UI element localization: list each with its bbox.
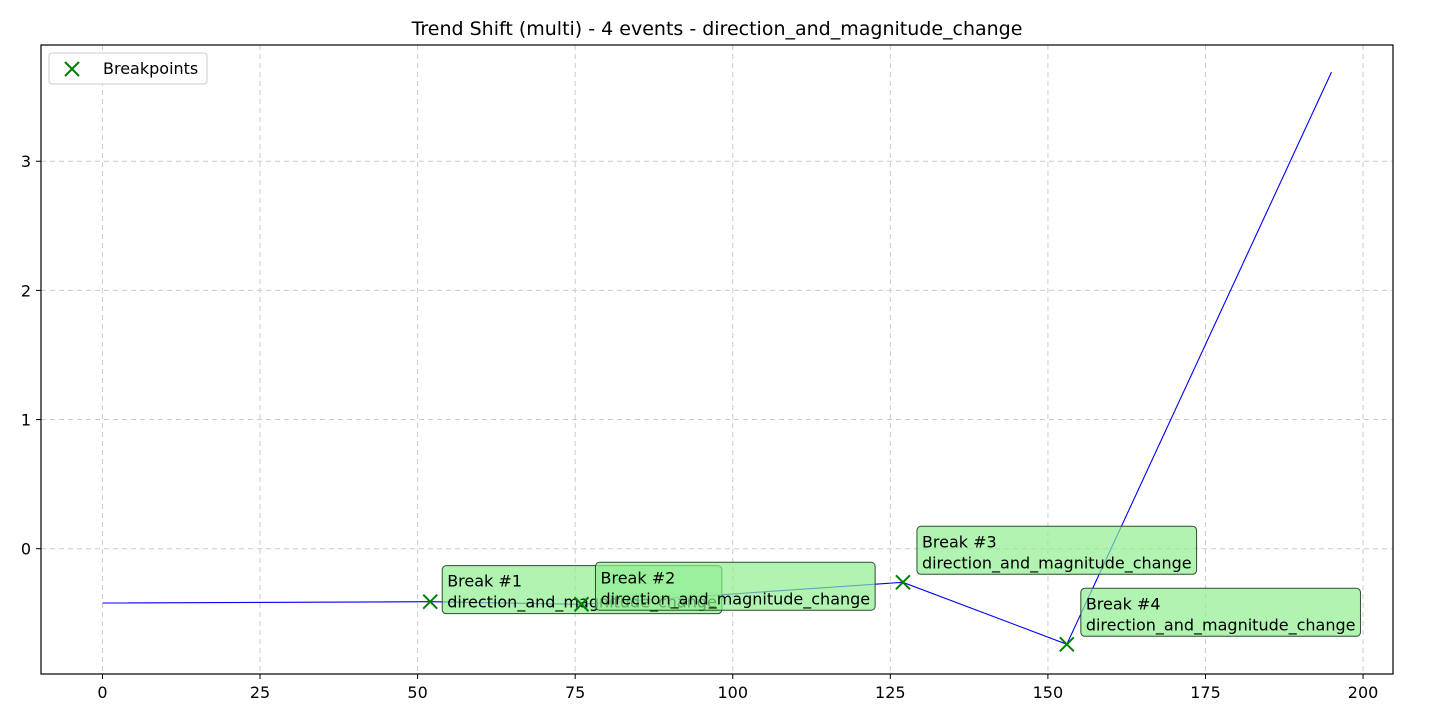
- breakpoint-marker: [895, 574, 911, 591]
- breakpoint-marker: [422, 593, 438, 610]
- annotation-text: direction_and_magnitude_change: [600, 589, 870, 609]
- breakpoint-marker: [1059, 636, 1075, 653]
- annotation-3: Break #3 direction_and_magnitude_change: [916, 525, 1198, 575]
- plot-frame: [40, 44, 1394, 675]
- x-tick-label: 200: [1348, 683, 1379, 702]
- x-tick-label: 100: [717, 683, 748, 702]
- legend-box: [48, 52, 208, 85]
- x-axis: 0 25 50 75 100 125 150 175 200: [97, 674, 1378, 702]
- annotation-box: [1080, 587, 1361, 637]
- legend-cross: [64, 61, 80, 77]
- x-tick-label: 150: [1033, 683, 1064, 702]
- annotation-title: Break #3: [922, 532, 997, 551]
- x-tick-label: 75: [565, 683, 585, 702]
- legend-marker-icon: [64, 61, 80, 77]
- annotation-title: Break #4: [1086, 594, 1161, 613]
- legend-label: Breakpoints: [103, 59, 198, 78]
- annotation-box: [594, 561, 876, 611]
- x-tick-label: 25: [250, 683, 270, 702]
- y-tick-label: 1: [21, 411, 31, 430]
- breakpoint-marker: [573, 596, 590, 612]
- annotation-text: direction_and_magnitude_change: [922, 553, 1192, 573]
- x-tick-label: 125: [875, 683, 906, 702]
- x-tick-label: 0: [97, 683, 107, 702]
- y-tick-label: 3: [21, 152, 31, 171]
- x-tick-label: 175: [1190, 683, 1221, 702]
- annotation-title: Break #1: [447, 572, 522, 591]
- chart-title: Trend Shift (multi) - 4 events - directi…: [411, 18, 1023, 40]
- annotation-title: Break #2: [600, 568, 675, 587]
- y-tick-label: 0: [21, 540, 31, 559]
- x-tick-label: 50: [407, 683, 427, 702]
- annotation-text: direction_and_magnitude_change: [1086, 615, 1356, 635]
- annotation-2: Break #2 direction_and_magnitude_change: [594, 561, 876, 611]
- annotation-box: [916, 525, 1198, 575]
- annotation-4: Break #4 direction_and_magnitude_change: [1080, 587, 1361, 637]
- y-axis: 0 1 2 3: [21, 152, 41, 559]
- legend: Breakpoints: [48, 52, 208, 85]
- y-tick-label: 2: [21, 281, 31, 300]
- breakpoint-marker-layer: [422, 574, 1075, 653]
